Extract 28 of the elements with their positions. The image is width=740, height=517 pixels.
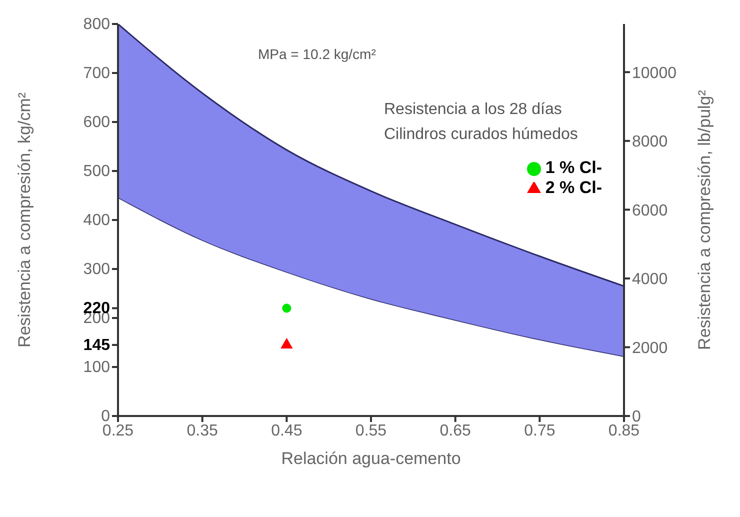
x-axis-title: Relación agua-cemento (281, 449, 461, 468)
y2-tick-label: 8000 (632, 134, 668, 151)
y-tick-label: 300 (83, 261, 110, 278)
y-tick-label: 800 (83, 16, 110, 33)
y2-axis-title: Resistencia a compresión, lb/pulg² (695, 90, 714, 350)
y2-tick-label: 6000 (632, 202, 668, 220)
y-tick-label: 600 (83, 114, 110, 131)
y2-tick-label: 10000 (632, 64, 677, 82)
legend-label: 2 % Cl- (545, 178, 602, 197)
y2-tick-label: 4000 (632, 271, 668, 288)
y-tick-label: 500 (83, 163, 110, 180)
annotation: MPa = 10.2 kg/cm² (258, 46, 376, 62)
y-tick-label: 400 (83, 212, 110, 229)
annotation: Cilindros curados húmedos (384, 126, 578, 144)
annotation: Resistencia a los 28 días (384, 101, 562, 119)
y-tick-label: 100 (83, 359, 110, 376)
y-tick-label: 0 (101, 408, 110, 425)
x-tick-label: 0.35 (186, 422, 218, 440)
x-tick-label: 0.55 (355, 422, 387, 440)
y2-tick-label: 2000 (632, 340, 668, 357)
x-tick-label: 0.75 (524, 422, 556, 440)
legend-label: 1 % Cl- (545, 158, 602, 177)
x-tick-label: 0.65 (440, 422, 472, 440)
x-tick-label: 0.25 (102, 422, 134, 440)
y-tick-label: 145 (83, 336, 110, 354)
y-tick-label: 700 (83, 65, 110, 82)
y-axis-title: Resistencia a compresión, kg/cm² (15, 92, 34, 348)
x-tick-label: 0.45 (271, 422, 302, 440)
